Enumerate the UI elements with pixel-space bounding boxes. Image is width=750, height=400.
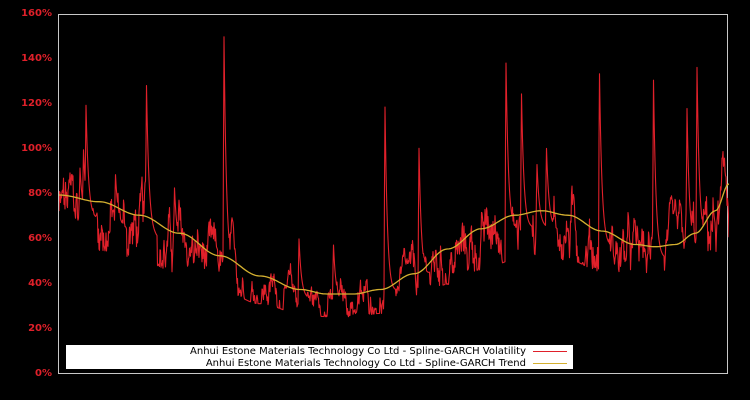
legend-swatch-gold <box>533 362 567 364</box>
y-tick-label: 140% <box>21 53 52 64</box>
plot-canvas <box>59 36 729 318</box>
y-tick-label: 20% <box>28 323 52 334</box>
y-tick-label: 40% <box>28 278 52 289</box>
legend-item-trend: Anhui Estone Materials Technology Co Ltd… <box>206 357 567 369</box>
legend: Anhui Estone Materials Technology Co Ltd… <box>66 345 573 369</box>
y-tick-label: 80% <box>28 188 52 199</box>
trend-line <box>59 183 729 295</box>
y-tick-label: 60% <box>28 233 52 244</box>
volatility-line <box>59 36 729 318</box>
y-tick-label: 160% <box>21 8 52 19</box>
y-tick-label: 100% <box>21 143 52 154</box>
y-tick-label: 120% <box>21 98 52 109</box>
legend-label: Anhui Estone Materials Technology Co Ltd… <box>205 357 526 369</box>
plot-area <box>58 14 729 374</box>
legend-label: Anhui Estone Materials Technology Co Ltd… <box>190 345 526 357</box>
y-tick-label: 0% <box>35 368 52 379</box>
legend-item-volatility: Anhui Estone Materials Technology Co Ltd… <box>190 345 567 357</box>
legend-swatch-red <box>533 350 567 352</box>
